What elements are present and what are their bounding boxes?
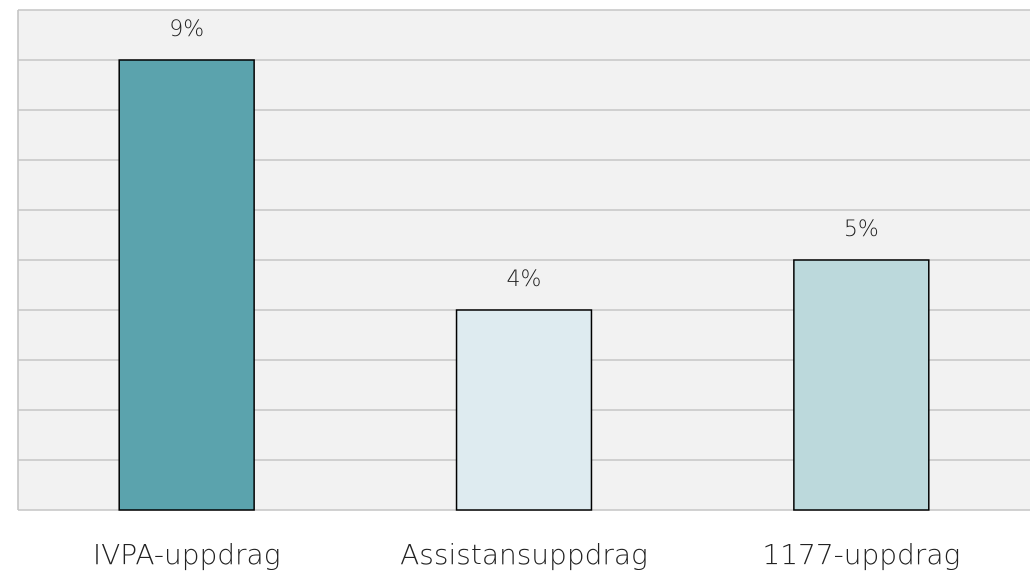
data-label: 5% xyxy=(844,217,879,242)
data-label: 4% xyxy=(507,267,542,292)
bar xyxy=(455,309,593,511)
x-tick-label: IVPA-uppdrag xyxy=(93,538,281,571)
x-tick-label: Assistansuppdrag xyxy=(400,538,648,571)
bar xyxy=(118,59,255,511)
x-tick-label: 1177-uppdrag xyxy=(762,538,960,571)
data-label: 9% xyxy=(169,17,204,42)
bar xyxy=(793,259,930,511)
